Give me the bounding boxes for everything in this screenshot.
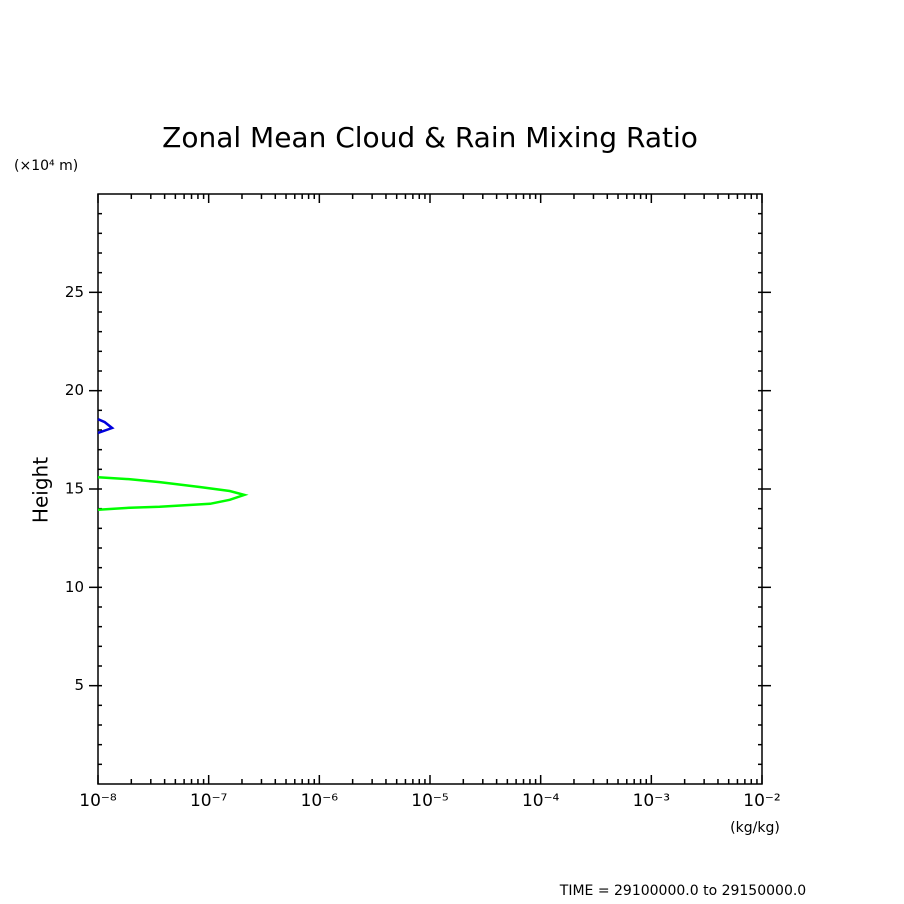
y-tick-label: 20 (65, 381, 84, 399)
contour-line (97, 475, 249, 511)
y-tick-label: 25 (65, 283, 84, 301)
y-tick-label: 15 (65, 480, 84, 498)
chart-title: Zonal Mean Cloud & Rain Mixing Ratio (162, 121, 698, 154)
x-tick-label: 10⁻⁵ (411, 791, 448, 811)
y-tick-label: 10 (65, 578, 84, 596)
y-unit: (×10⁴ m) (14, 158, 78, 174)
contour-line (97, 418, 115, 435)
y-tick-label: 5 (74, 676, 84, 694)
x-tick-label: 10⁻⁶ (301, 791, 339, 811)
x-tick-label: 10⁻⁷ (190, 791, 228, 811)
x-tick-label: 10⁻⁸ (79, 791, 117, 811)
x-tick-label: 10⁻² (743, 791, 780, 811)
x-tick-label: 10⁻³ (633, 791, 670, 811)
x-unit: (kg/kg) (730, 820, 780, 836)
footer: TIME = 29100000.0 to 29150000.0 (559, 883, 806, 899)
y-axis-label: Height (29, 457, 53, 523)
x-tick-label: 10⁻⁴ (522, 791, 560, 811)
